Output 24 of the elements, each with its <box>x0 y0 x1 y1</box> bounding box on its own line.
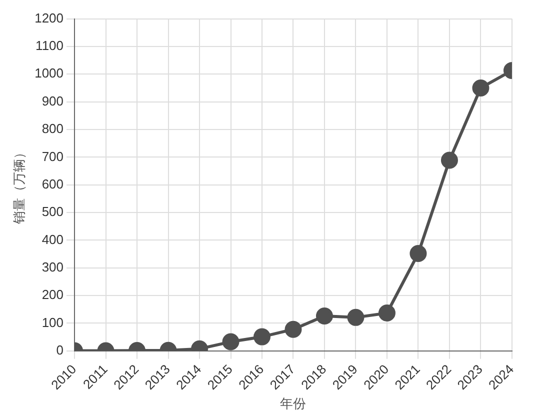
point <box>316 308 333 325</box>
point <box>347 308 364 326</box>
y-tick-label: 1200 <box>34 10 64 26</box>
x-axis-title: 年份 <box>280 396 306 411</box>
point <box>222 333 240 350</box>
point <box>410 245 427 262</box>
y-tick-label: 1000 <box>34 66 64 81</box>
y-tick-label: 200 <box>42 287 64 302</box>
y-tick-label: 600 <box>42 176 64 192</box>
y-tick-label: 700 <box>42 148 64 164</box>
y-tick-label: 300 <box>42 259 64 274</box>
point <box>440 152 458 169</box>
y-tick-label: 1100 <box>36 38 64 54</box>
y-tick-label: 400 <box>42 232 64 247</box>
point <box>378 304 396 322</box>
y-axis-title: 销量（万辆） <box>11 146 26 225</box>
y-tick-label: 100 <box>42 314 64 330</box>
y-tick-label: 900 <box>42 93 64 108</box>
y-tick-label: 500 <box>42 204 64 220</box>
point <box>254 328 270 346</box>
y-tick-label: 800 <box>42 121 64 136</box>
point <box>472 79 490 96</box>
y-tick-label: 0 <box>56 342 64 358</box>
point <box>284 320 302 338</box>
